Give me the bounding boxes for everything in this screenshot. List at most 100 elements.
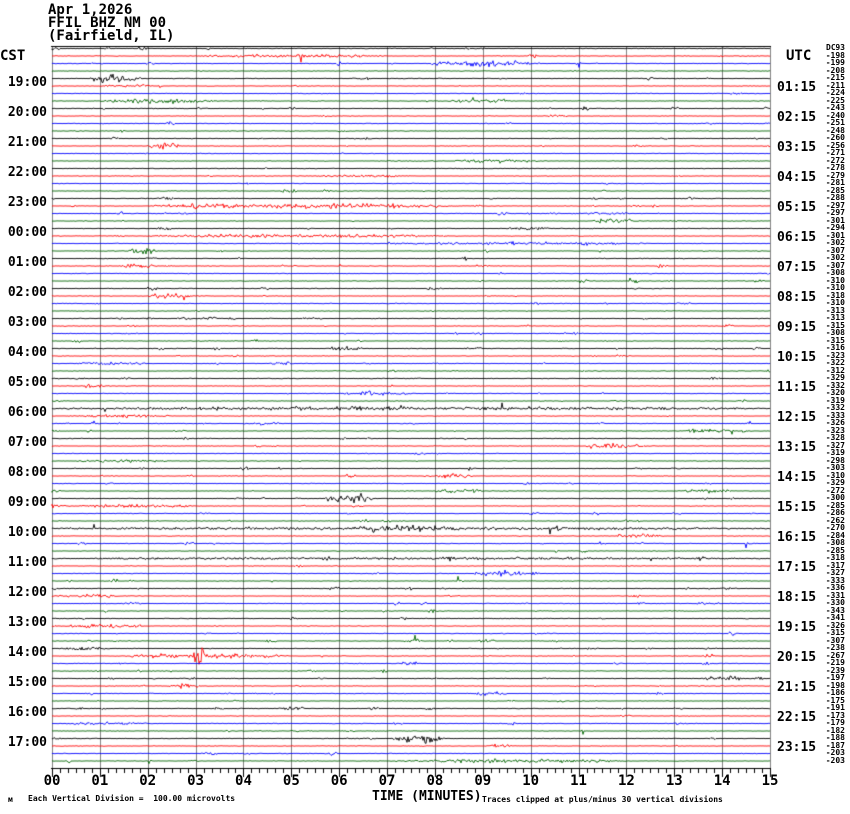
dc-offset-value: -318 — [825, 553, 845, 562]
cst-hour-label: 02:00 — [7, 284, 47, 300]
dc-offset-value: -300 — [825, 493, 845, 502]
cst-hour-label: 09:00 — [7, 494, 47, 510]
dc-offset-value: -187 — [825, 740, 845, 750]
time-axis-label: TIME (MINUTES) — [372, 789, 482, 804]
dc-offset-value: -208 — [825, 65, 845, 75]
dc-offset-value: -310 — [825, 298, 845, 307]
dc-offset-value: -308 — [825, 328, 845, 337]
dc-offset-value: -315 — [825, 320, 845, 330]
cst-hour-label: 20:00 — [7, 104, 47, 120]
utc-hour-label: 16:15 — [777, 530, 817, 545]
x-tick-label: 05 — [282, 773, 300, 789]
dc-offset-value: -333 — [825, 410, 845, 420]
dc-offset-value: -329 — [825, 478, 845, 487]
cst-hour-label: 04:00 — [7, 344, 47, 360]
dc-offset-value: -211 — [825, 80, 845, 90]
dc-offset-value: -262 — [825, 515, 845, 525]
dc-offset-value: -310 — [825, 275, 845, 285]
dc-offset-value: -303 — [825, 463, 845, 472]
cst-hour-label: 16:00 — [7, 704, 47, 720]
cst-hour-label: 19:00 — [7, 74, 47, 90]
utc-hour-label: 20:15 — [777, 650, 817, 665]
dc-offset-value: -302 — [825, 253, 845, 262]
cst-hour-label: 17:00 — [7, 734, 47, 750]
cst-hour-label: 13:00 — [7, 614, 47, 630]
dc-offset-value: -326 — [825, 620, 845, 630]
dc-offset-value: -278 — [825, 163, 845, 172]
cst-hour-label: 05:00 — [7, 374, 47, 390]
dc-offset-value: -285 — [825, 500, 845, 510]
dc-offset-value: -260 — [825, 133, 845, 142]
x-tick-label: 09 — [474, 773, 492, 789]
cst-hour-label: 22:00 — [7, 164, 47, 180]
dc-offset-value: -179 — [825, 718, 845, 727]
dc-offset-value: -333 — [825, 575, 845, 585]
x-tick-label: 15 — [761, 773, 779, 789]
dc-offset-value: -315 — [825, 628, 845, 637]
utc-hour-label: 22:15 — [777, 710, 817, 725]
dc-offset-value: -173 — [825, 710, 845, 720]
dc-offset-value: -272 — [825, 485, 845, 495]
dc-offset-value: -285 — [825, 545, 845, 555]
dc-offset-value: -315 — [825, 335, 845, 345]
utc-hour-label: 12:15 — [777, 410, 817, 425]
dc-offset-value: -203 — [825, 755, 845, 765]
dc-offset-value: -301 — [825, 230, 845, 240]
dc-offset-value: -197 — [825, 673, 845, 682]
dc-offset-value: -240 — [825, 110, 845, 120]
cst-hour-label: 06:00 — [7, 404, 47, 420]
dc-offset-value: -328 — [825, 433, 845, 442]
utc-hour-label: 06:15 — [777, 230, 817, 245]
utc-hour-label: 03:15 — [777, 140, 817, 155]
dc-offset-value: -332 — [825, 403, 845, 412]
x-tick-label: 14 — [713, 773, 731, 789]
utc-hour-label: 21:15 — [777, 680, 817, 695]
utc-hour-label: 05:15 — [777, 200, 817, 215]
right-axis-header: UTC — [786, 48, 812, 64]
utc-hour-label: 10:15 — [777, 350, 817, 365]
x-tick-label: 04 — [235, 773, 252, 789]
dc-offset-value: -199 — [825, 58, 845, 67]
utc-hour-label: 19:15 — [777, 620, 817, 635]
dc-offset-value: -327 — [825, 440, 845, 450]
dc-offset-value: -302 — [825, 238, 845, 247]
dc-offset-value: -310 — [825, 283, 845, 292]
utc-hour-label: 11:15 — [777, 380, 817, 395]
cst-hour-label: 07:00 — [7, 434, 47, 450]
utc-hour-label: 02:15 — [777, 110, 817, 125]
x-tick-label: 00 — [43, 773, 61, 789]
dc-offset-value: -313 — [825, 305, 845, 315]
dc-offset-value: -310 — [825, 470, 845, 480]
dc-offset-value: -318 — [825, 290, 845, 300]
dc-offset-value: -191 — [825, 703, 845, 712]
utc-hour-label: 08:15 — [777, 290, 817, 305]
dc-offset-value: -239 — [825, 665, 845, 675]
cst-hour-label: 11:00 — [7, 554, 47, 570]
dc-offset-value: -307 — [825, 245, 845, 255]
cst-hour-label: 23:00 — [7, 194, 47, 210]
cst-hour-label: 01:00 — [7, 254, 47, 270]
dc-column-header: DC — [826, 43, 836, 52]
dc-offset-value: -332 — [825, 380, 845, 390]
dc-offset-value: -313 — [825, 313, 845, 322]
header-station: FFIL BHZ NM 00 — [48, 15, 167, 31]
dc-offset-value: -308 — [825, 268, 845, 277]
dc-offset-value: -186 — [825, 688, 845, 697]
dc-offset-value: -326 — [825, 418, 845, 427]
utc-hour-label: 13:15 — [777, 440, 817, 455]
dc-offset-value: -271 — [825, 148, 845, 157]
dc-offset-value: -297 — [825, 208, 845, 217]
left-axis-header: CST — [0, 48, 26, 64]
dc-offset-value: -327 — [825, 568, 845, 577]
dc-offset-value: -248 — [825, 125, 845, 135]
dc-offset-value: -307 — [825, 260, 845, 270]
dc-offset-value: -316 — [825, 343, 845, 352]
dc-offset-value: -286 — [825, 508, 845, 517]
utc-hour-label: 04:15 — [777, 170, 817, 185]
dc-offset-value: -284 — [825, 530, 845, 540]
dc-offset-value: -329 — [825, 373, 845, 382]
dc-offset-value: -198 — [825, 50, 845, 60]
utc-hour-label: 07:15 — [777, 260, 817, 275]
dc-offset-value: -267 — [825, 650, 845, 660]
